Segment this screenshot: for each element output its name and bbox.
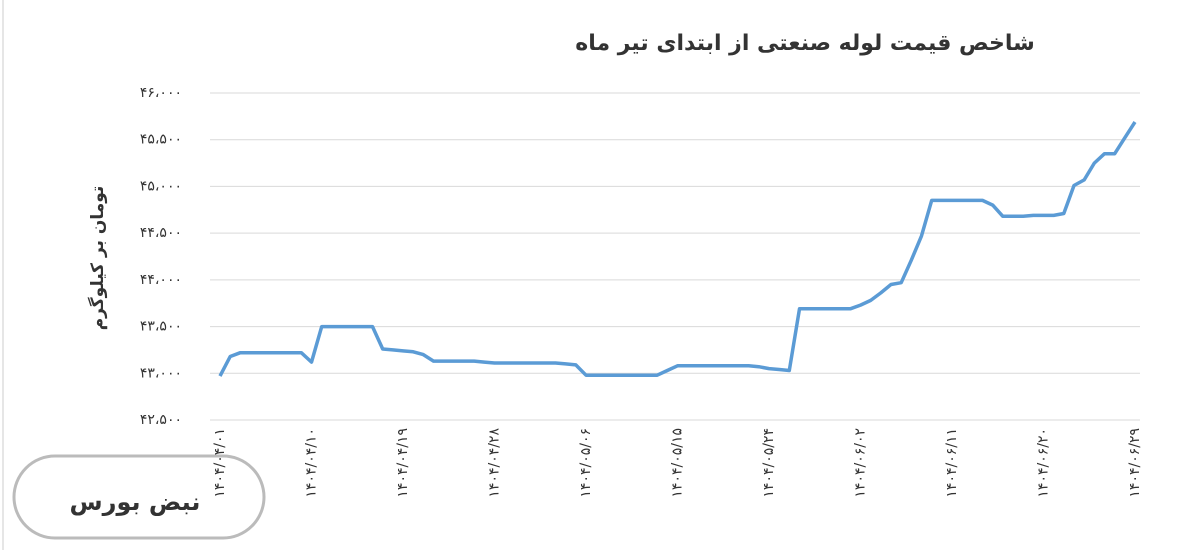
logo-frame [12, 454, 266, 540]
chart-title: شاخص قیمت لوله صنعتی از ابتدای تیر ماه [575, 31, 1035, 56]
y-tick-label: ۴۵،۰۰۰ [140, 178, 182, 194]
x-tick-label: ۱۴۰۴/۰۴/۲۸ [487, 428, 503, 498]
x-tick-label: ۱۴۰۴/۰۶/۲۰ [1036, 428, 1052, 498]
y-axis-title: تومان بر کیلوگرم [87, 186, 108, 331]
y-tick-label: ۴۳،۵۰۰ [140, 319, 182, 335]
x-tick-label: ۱۴۰۴/۰۴/۰۱ [212, 428, 228, 498]
logo-text: نبض بورس [70, 488, 201, 516]
y-tick-label: ۴۶،۰۰۰ [140, 85, 182, 101]
x-tick-label: ۱۴۰۴/۰۴/۱۰ [304, 428, 320, 498]
y-tick-label: ۴۳،۰۰۰ [140, 365, 182, 381]
y-tick-label: ۴۴،۵۰۰ [140, 225, 182, 241]
y-tick-label: ۴۴،۰۰۰ [140, 272, 182, 288]
x-tick-label: ۱۴۰۴/۰۶/۰۲ [853, 428, 869, 498]
data-line [218, 121, 1137, 377]
x-tick-label: ۱۴۰۴/۰۶/۲۹ [1127, 428, 1143, 498]
logo: نبض بورس [12, 454, 266, 540]
x-tick-label: ۱۴۰۴/۰۵/۲۴ [761, 428, 777, 498]
y-tick-label: ۴۵،۵۰۰ [140, 132, 182, 148]
x-tick-label: ۱۴۰۴/۰۶/۱۱ [944, 428, 960, 498]
y-tick-label: ۴۲،۵۰۰ [140, 412, 182, 428]
x-tick-label: ۱۴۰۴/۰۵/۱۵ [670, 428, 686, 498]
x-tick-label: ۱۴۰۴/۰۵/۰۶ [578, 428, 594, 498]
x-tick-label: ۱۴۰۴/۰۴/۱۹ [395, 428, 411, 498]
